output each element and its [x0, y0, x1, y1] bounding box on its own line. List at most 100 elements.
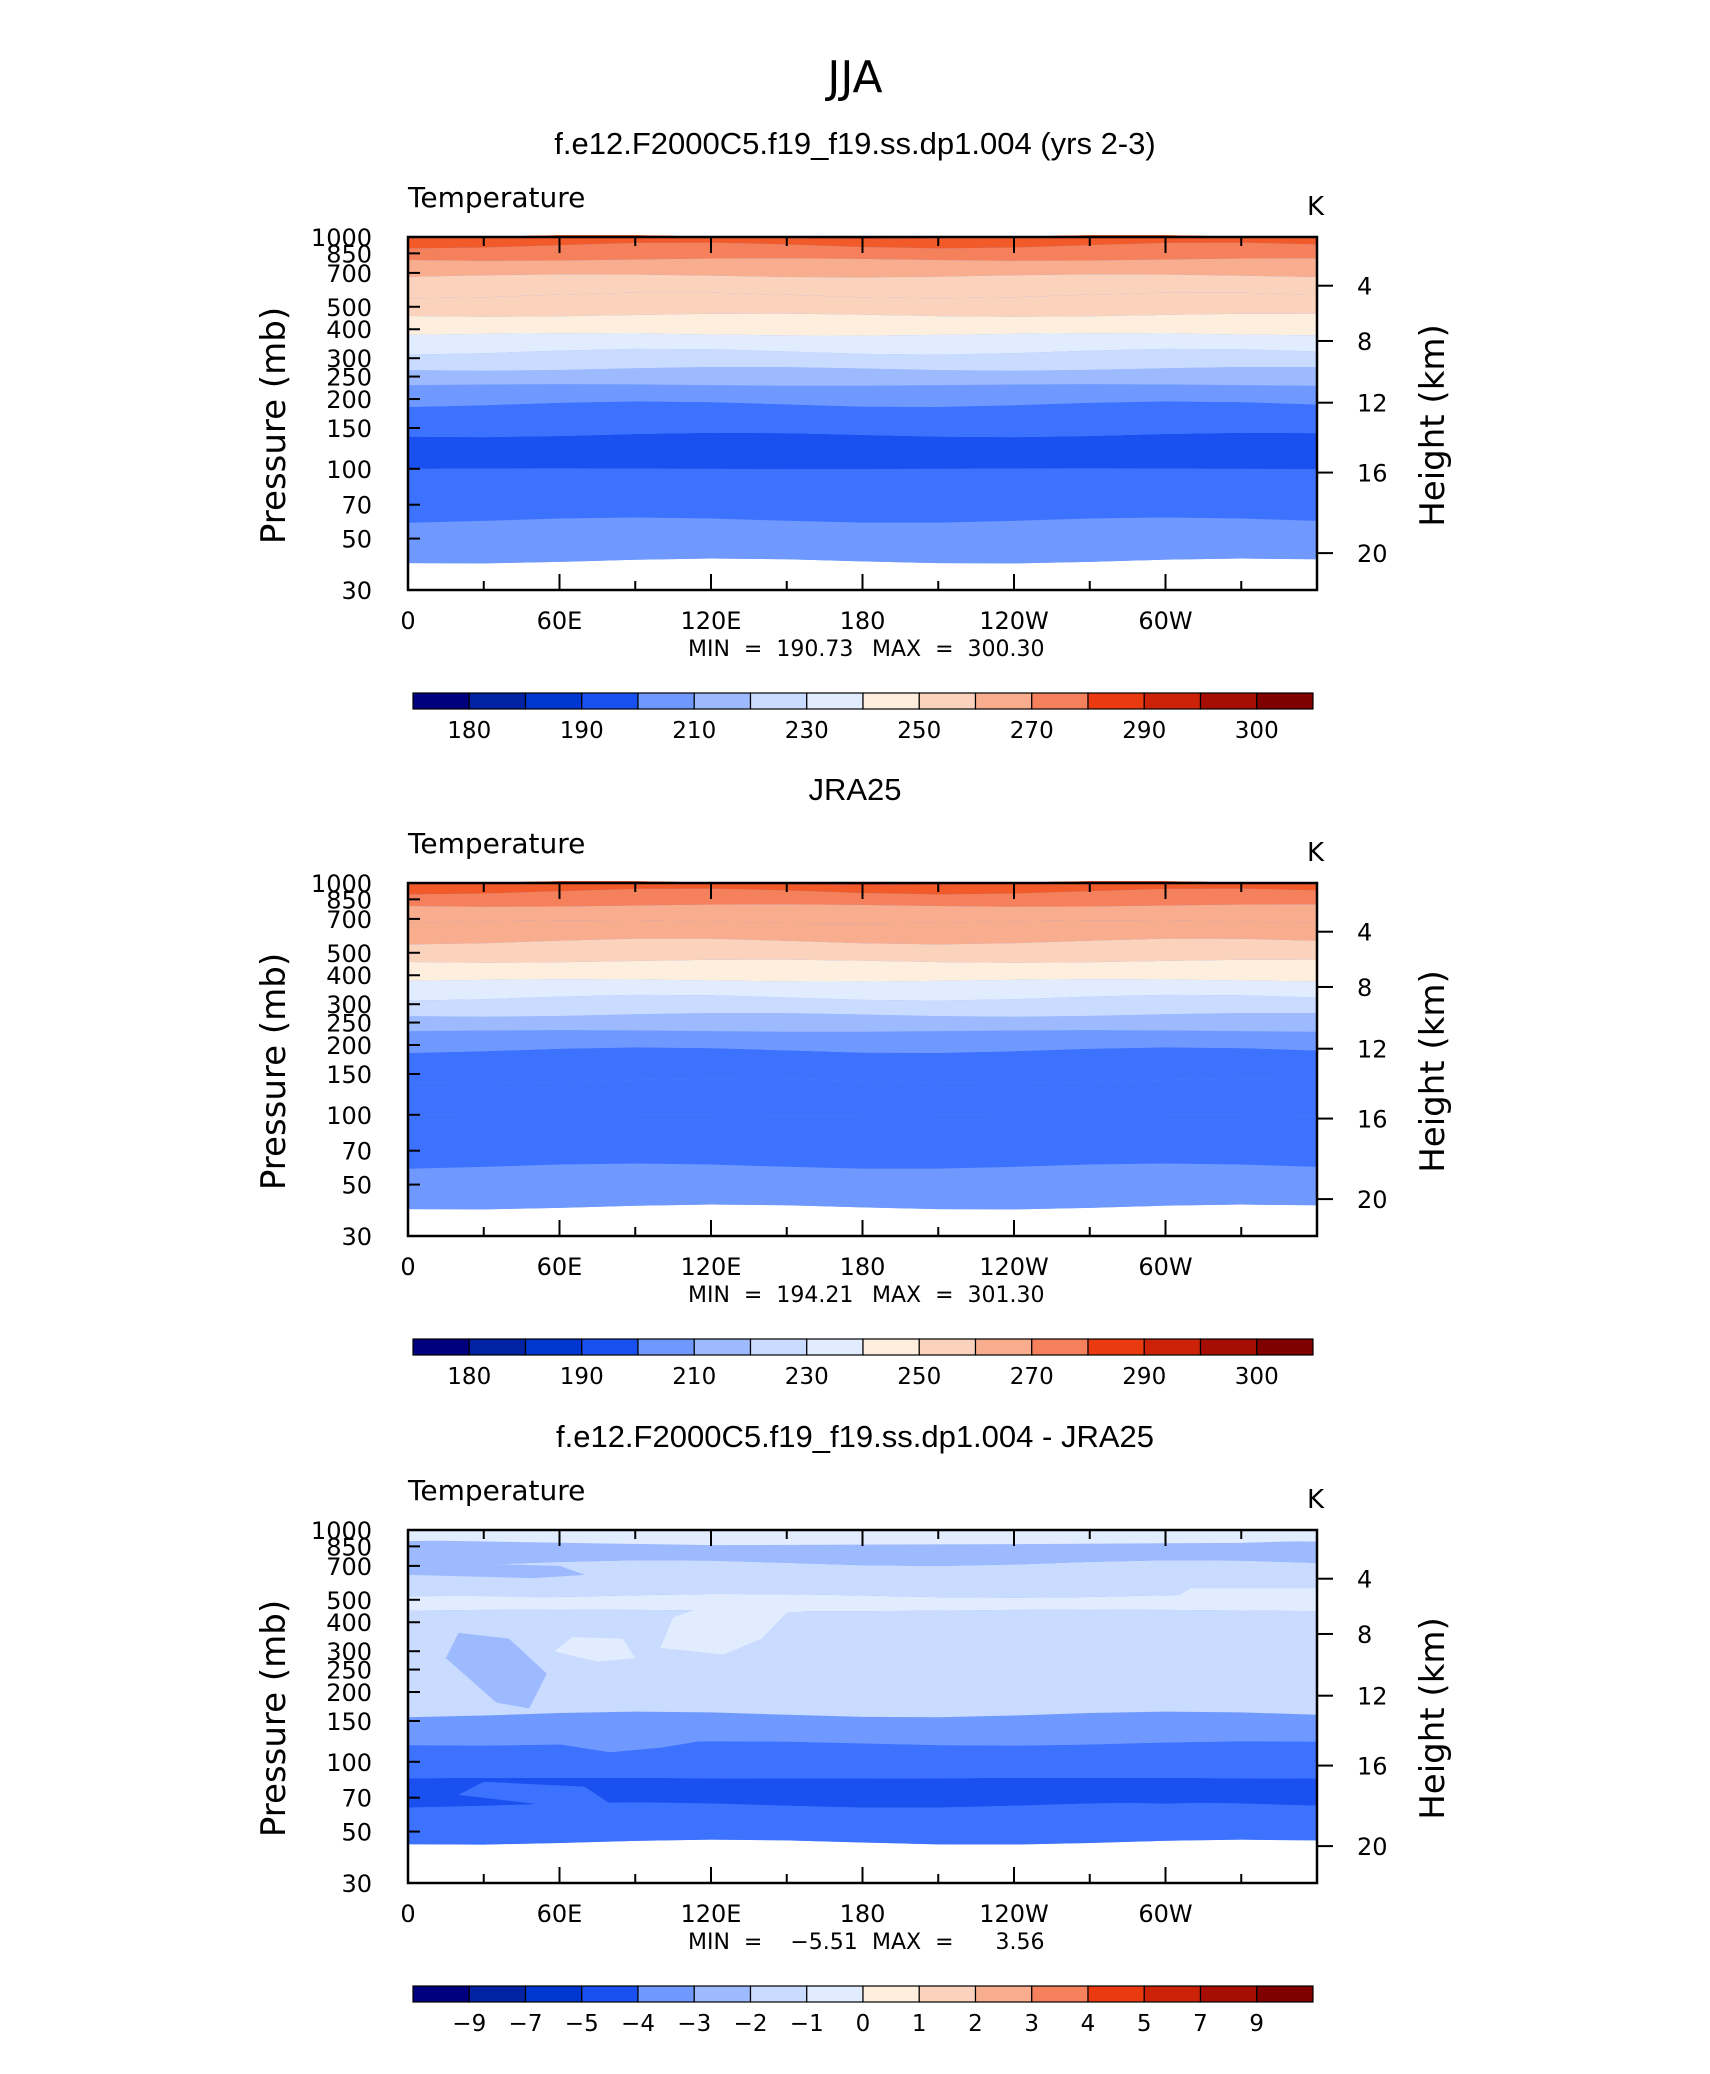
- colorbar-box: [581, 692, 639, 710]
- colorbar-box: [1199, 692, 1258, 710]
- x-tick-label: 0: [400, 1253, 415, 1281]
- x-tick-label: 60E: [537, 1253, 583, 1281]
- y-tick-label: 200: [326, 1679, 372, 1707]
- contour-band: [408, 1802, 1317, 1845]
- colorbar-label: 250: [897, 718, 941, 744]
- colorbar-box: [581, 1985, 639, 2003]
- colorbar-box: [749, 1338, 808, 1356]
- colorbar-label: 230: [785, 1364, 829, 1390]
- y-tick-label: 500: [326, 940, 372, 968]
- colorbar-label: 7: [1193, 2011, 1208, 2037]
- colorbar-label: 230: [785, 718, 829, 744]
- contour-region: [1165, 1588, 1317, 1607]
- contour-band: [408, 333, 1317, 355]
- contour-band: [408, 1114, 1317, 1169]
- colorbar-label: 2: [968, 2011, 983, 2037]
- contour-band: [408, 1560, 1317, 1598]
- colorbar-box: [412, 692, 470, 710]
- y2-tick-label: 16: [1357, 1753, 1388, 1781]
- contour-fill: [408, 881, 1317, 1210]
- contour-band: [408, 384, 1317, 407]
- colorbar-label: 180: [447, 1364, 491, 1390]
- max-label: MAX = 3.56: [872, 1930, 1044, 1955]
- contour-region: [554, 1720, 711, 1753]
- colorbar-box: [1087, 1338, 1145, 1356]
- variable-label: Temperature: [407, 827, 585, 860]
- colorbar-label: 180: [447, 718, 491, 744]
- y-tick-label: 70: [341, 1138, 372, 1166]
- contour-band: [408, 1078, 1317, 1116]
- contour-fill: [408, 235, 1317, 564]
- model-panel: f.e12.F2000C5.f19_f19.ss.dp1.004 (yrs 2-…: [254, 126, 1453, 744]
- x-tick-label: 180: [840, 1253, 886, 1281]
- x-tick-label: 120W: [979, 607, 1049, 635]
- y-tick-label: 250: [326, 1657, 372, 1685]
- colorbar-label: 270: [1010, 718, 1054, 744]
- contour-region: [554, 1637, 636, 1662]
- x-tick-label: 120E: [681, 607, 742, 635]
- colorbar-box: [806, 1338, 864, 1356]
- y-tick-label: 150: [326, 415, 372, 443]
- y2-tick-label: 8: [1357, 328, 1372, 356]
- contour-band: [408, 1593, 1317, 1612]
- x-tick-label: 60W: [1138, 1253, 1192, 1281]
- variable-label: Temperature: [407, 181, 585, 214]
- y-tick-label: 500: [326, 294, 372, 322]
- colorbar-label: 290: [1122, 1364, 1166, 1390]
- colorbar-box: [1087, 692, 1145, 710]
- x-tick-label: 60W: [1138, 607, 1192, 635]
- colorbar-box: [1256, 1338, 1314, 1356]
- y-tick-label: 850: [326, 240, 372, 268]
- contour-band: [408, 904, 1317, 924]
- colorbar-box: [806, 1985, 864, 2003]
- colorbar-box: [749, 1985, 808, 2003]
- x-tick-label: 180: [840, 607, 886, 635]
- y2-tick-label: 20: [1357, 540, 1388, 568]
- y2-tick-label: 12: [1357, 1683, 1388, 1711]
- colorbar-label: 4: [1081, 2011, 1096, 2037]
- colorbar-box: [1143, 1338, 1202, 1356]
- colorbar-label: 250: [897, 1364, 941, 1390]
- colorbar-box: [918, 1338, 977, 1356]
- colorbar-box: [412, 1985, 470, 2003]
- colorbar-box: [1199, 1985, 1258, 2003]
- units-label: K: [1307, 838, 1325, 868]
- x-tick-label: 120E: [681, 1253, 742, 1281]
- y-tick-label: 70: [341, 492, 372, 520]
- colorbar-label: 270: [1010, 1364, 1054, 1390]
- y2-tick-label: 16: [1357, 1106, 1388, 1134]
- panel-title: f.e12.F2000C5.f19_f19.ss.dp1.004 (yrs 2-…: [554, 126, 1155, 161]
- contour-region: [660, 1595, 876, 1655]
- colorbar-box: [1199, 1338, 1258, 1356]
- y-tick-label: 400: [326, 1609, 372, 1637]
- colorbar-box: [581, 1338, 639, 1356]
- colorbar-box: [974, 692, 1033, 710]
- colorbar-label: −7: [509, 2011, 543, 2037]
- panel-title: JRA25: [808, 772, 901, 807]
- min-label: MIN = 194.21: [688, 1283, 853, 1308]
- min-label: MIN = −5.51: [688, 1930, 858, 1955]
- contour-region: [408, 1563, 585, 1579]
- colorbar-box: [862, 1338, 920, 1356]
- contour-band: [408, 468, 1317, 523]
- max-label: MAX = 301.30: [872, 1283, 1045, 1308]
- contour-band: [408, 313, 1317, 336]
- contour-band: [408, 979, 1317, 1001]
- contour-band: [408, 938, 1317, 963]
- colorbar-box: [918, 1985, 977, 2003]
- x-tick-label: 60E: [537, 1900, 583, 1928]
- x-tick-label: 180: [840, 1900, 886, 1928]
- y-tick-label: 400: [326, 316, 372, 344]
- colorbar-label: −3: [677, 2011, 711, 2037]
- y-tick-label: 100: [326, 1102, 372, 1130]
- y-axis-label: Pressure (mb): [254, 1600, 294, 1837]
- y2-tick-label: 20: [1357, 1186, 1388, 1214]
- y-tick-label: 100: [326, 456, 372, 484]
- y-tick-label: 30: [341, 577, 372, 605]
- contour-band: [408, 292, 1317, 317]
- colorbar-box: [1031, 692, 1089, 710]
- y2-tick-label: 12: [1357, 1036, 1388, 1064]
- colorbar-box: [693, 1985, 752, 2003]
- y-axis-label: Pressure (mb): [254, 307, 294, 544]
